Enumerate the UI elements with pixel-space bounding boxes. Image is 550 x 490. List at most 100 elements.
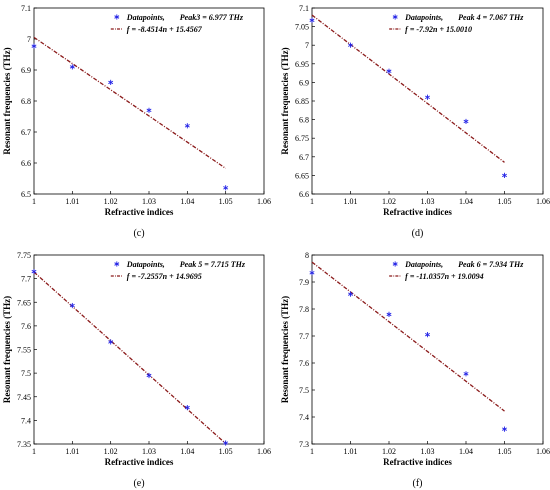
legend-marker — [392, 14, 398, 20]
data-point — [463, 118, 469, 125]
data-point — [309, 17, 315, 23]
x-tick-label: 1.01 — [344, 197, 358, 206]
x-tick-label: 1.02 — [104, 197, 118, 206]
data-point-stroke — [223, 441, 229, 445]
plot-frame — [311, 254, 544, 445]
data-point — [425, 332, 430, 338]
legend-fit-label: f = -7.2557n + 14.9695 — [127, 272, 202, 281]
x-tick-label: 1.04 — [180, 447, 194, 456]
data-point-stroke — [425, 95, 430, 99]
legend-fit-label: f = -8.4514n + 15.4567 — [127, 25, 203, 34]
data-point — [463, 371, 469, 377]
legend-peak-label: Peak 5 = 7.715 THz — [180, 260, 246, 269]
y-tick-label: 7.8 — [299, 305, 309, 314]
data-point — [69, 64, 75, 70]
y-tick-label: 6.8 — [299, 116, 309, 125]
y-axis-label: Resonant frequencies (THz) — [2, 47, 12, 154]
data-point — [146, 107, 152, 113]
x-axis-label: Refractive indices — [105, 457, 174, 467]
y-axis-label: Resonant frequencies (THz) — [280, 47, 290, 154]
y-tick-label: 7.65 — [17, 298, 31, 307]
data-point — [31, 268, 37, 275]
fit-line — [311, 14, 505, 163]
x-tick-label: 1.06 — [257, 447, 271, 456]
y-tick-label: 7.4 — [299, 413, 309, 422]
y-tick-label: 7.7 — [21, 275, 31, 284]
plot-frame — [311, 7, 544, 195]
data-point — [386, 311, 392, 317]
legend-datapoints-label: Datapoints, — [404, 13, 443, 22]
data-point — [223, 440, 229, 446]
x-tick-label: 1.05 — [498, 447, 512, 456]
data-point-stroke — [348, 292, 353, 296]
data-point-stroke — [114, 15, 120, 19]
data-point-stroke — [309, 271, 315, 275]
y-tick-label: 7.3 — [299, 440, 309, 449]
y-tick-label: 7.45 — [17, 393, 31, 402]
chart-panel-f: 1 1.01 1.02 1.03 1.04 1.05 1.06 7.3 7.4 7.5 7.6 7.7… — [280, 251, 550, 489]
legend-marker — [114, 261, 120, 267]
panel-label: (e) — [133, 478, 144, 489]
y-tick-label: 7.1 — [299, 4, 309, 13]
data-point-stroke — [223, 186, 229, 190]
data-point-stroke — [348, 43, 353, 47]
data-point-stroke — [386, 312, 392, 317]
data-point-stroke — [392, 262, 398, 266]
legend-marker — [114, 14, 120, 20]
x-tick-label: 1.02 — [382, 197, 396, 206]
y-tick-label: 7.6 — [299, 359, 309, 368]
x-tick-label: 1.03 — [142, 447, 156, 456]
x-tick-label: 1.04 — [459, 447, 473, 456]
data-point — [69, 302, 75, 309]
data-point — [184, 405, 190, 411]
data-point-stroke — [392, 15, 398, 19]
legend-marker — [392, 261, 398, 267]
plot-frame — [33, 7, 265, 195]
data-point-stroke — [114, 262, 120, 266]
x-tick-label: 1.06 — [536, 447, 550, 456]
legend-datapoints-label: Datapoints, — [404, 260, 443, 269]
legend-datapoints-label: Datapoints, — [126, 260, 165, 269]
chart-panel-c: 1 1.01 1.02 1.03 1.04 1.05 1.06 6.5 6.6 6.7 6.8 6.9… — [2, 4, 271, 239]
x-tick-label: 1.04 — [180, 197, 194, 206]
y-tick-label: 7.75 — [17, 251, 31, 260]
y-tick-label: 7.05 — [295, 23, 309, 32]
data-point — [31, 43, 37, 49]
legend-peak-label: Peak 4 = 7.067 THz — [458, 13, 524, 22]
y-tick-label: 7.5 — [21, 369, 31, 378]
x-tick-label: 1.01 — [344, 447, 358, 456]
data-point-stroke — [386, 69, 392, 73]
x-tick-label: 1.05 — [219, 447, 233, 456]
y-tick-label: 7.5 — [299, 386, 309, 395]
data-point-stroke — [108, 80, 114, 85]
data-point-stroke — [69, 65, 75, 69]
legend-peak-label: Peak 6 = 7.934 THz — [458, 260, 524, 269]
data-point-stroke — [31, 44, 37, 48]
plot-frame — [33, 254, 265, 445]
y-tick-label: 6.8 — [21, 97, 31, 106]
x-axis-label: Refractive indices — [105, 207, 174, 217]
data-point-stroke — [502, 173, 507, 178]
y-tick-label: 6.6 — [21, 159, 31, 168]
y-tick-label: 7.55 — [17, 346, 31, 355]
chart-panel-e: 1 1.01 1.02 1.03 1.04 1.05 1.06 7.35 7.4 7.45 7.5 7… — [2, 251, 271, 489]
data-point-stroke — [69, 303, 75, 308]
data-point — [223, 185, 229, 191]
data-point-stroke — [184, 124, 190, 128]
y-tick-label: 6.7 — [21, 128, 31, 137]
x-tick-label: 1 — [310, 447, 314, 456]
y-tick-label: 7 — [27, 35, 31, 44]
data-point-stroke — [146, 373, 152, 378]
y-tick-label: 6.95 — [295, 60, 309, 69]
y-tick-label: 6.6 — [299, 190, 309, 199]
y-tick-label: 7.4 — [21, 416, 31, 425]
data-point-stroke — [31, 269, 37, 274]
y-axis-label: Resonant frequencies (THz) — [280, 296, 290, 403]
x-tick-label: 1 — [310, 197, 314, 206]
data-point — [108, 79, 114, 85]
x-tick-label: 1.03 — [421, 447, 435, 456]
data-point — [386, 68, 392, 74]
legend-datapoints-label: Datapoints, — [126, 13, 165, 22]
data-point-stroke — [502, 427, 507, 431]
data-point — [146, 372, 152, 379]
